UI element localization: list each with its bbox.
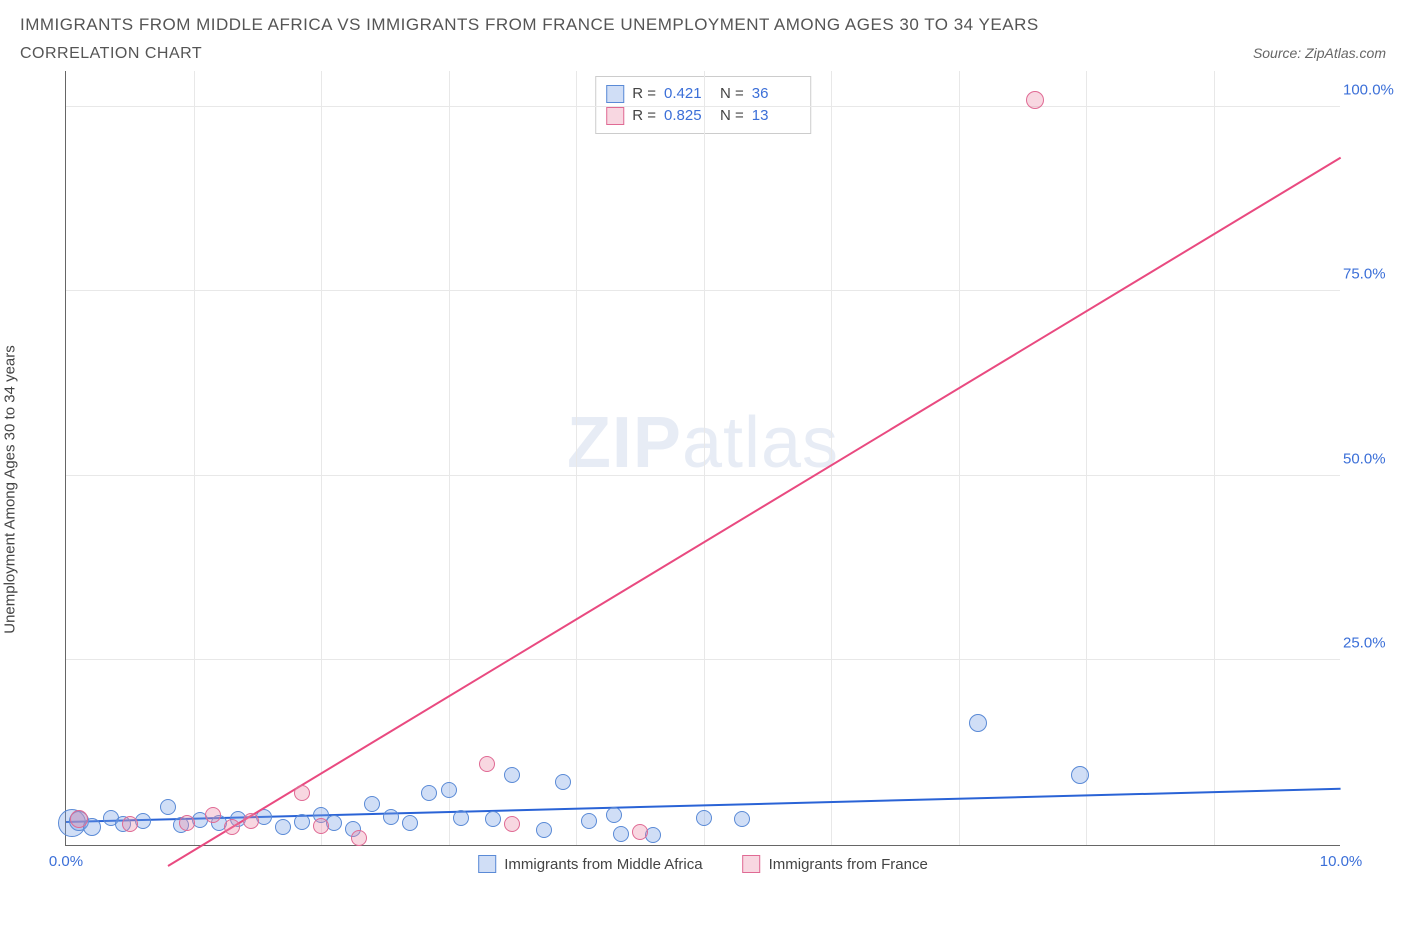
scatter-point [969, 714, 987, 732]
subtitle-row: CORRELATION CHART Source: ZipAtlas.com [20, 45, 1386, 63]
y-tick-label: 100.0% [1343, 81, 1398, 98]
legend-swatch [743, 855, 761, 873]
scatter-point [179, 815, 195, 831]
scatter-point [536, 822, 552, 838]
gridline-v [321, 71, 322, 845]
scatter-point [1071, 766, 1089, 784]
correlation-chart: Unemployment Among Ages 30 to 34 years Z… [20, 71, 1386, 891]
legend-label: Immigrants from France [769, 856, 928, 873]
scatter-point [160, 799, 176, 815]
plot-area: ZIPatlas R =0.421N =36R =0.825N =13 Immi… [65, 71, 1340, 846]
legend-item: Immigrants from Middle Africa [478, 855, 702, 873]
gridline-v [704, 71, 705, 845]
scatter-point [441, 782, 457, 798]
chart-title: IMMIGRANTS FROM MIDDLE AFRICA VS IMMIGRA… [20, 15, 1386, 35]
gridline-v [576, 71, 577, 845]
n-value: 36 [752, 83, 800, 105]
scatter-point [485, 811, 501, 827]
x-tick-label: 0.0% [49, 853, 83, 870]
scatter-point [632, 824, 648, 840]
scatter-point [696, 810, 712, 826]
gridline-v [1086, 71, 1087, 845]
gridline-v [194, 71, 195, 845]
trend-line [167, 157, 1341, 867]
gridline-v [449, 71, 450, 845]
scatter-point [504, 816, 520, 832]
legend-label: Immigrants from Middle Africa [504, 856, 702, 873]
legend-swatch [478, 855, 496, 873]
scatter-point [581, 813, 597, 829]
scatter-point [383, 809, 399, 825]
r-value: 0.421 [664, 83, 712, 105]
scatter-point [275, 819, 291, 835]
scatter-point [224, 819, 240, 835]
n-label: N = [720, 105, 744, 127]
chart-subtitle: CORRELATION CHART [20, 45, 202, 63]
n-label: N = [720, 83, 744, 105]
scatter-point [613, 826, 629, 842]
source-credit: Source: ZipAtlas.com [1253, 45, 1386, 61]
scatter-point [734, 811, 750, 827]
scatter-point [606, 807, 622, 823]
scatter-point [504, 767, 520, 783]
gridline-v [959, 71, 960, 845]
scatter-point [364, 796, 380, 812]
scatter-point [122, 816, 138, 832]
scatter-point [313, 818, 329, 834]
y-tick-label: 50.0% [1343, 450, 1398, 467]
gridline-v [831, 71, 832, 845]
scatter-point [243, 813, 259, 829]
scatter-point [479, 756, 495, 772]
r-label: R = [632, 83, 656, 105]
scatter-point [555, 774, 571, 790]
scatter-point [402, 815, 418, 831]
scatter-point [351, 830, 367, 846]
scatter-point [1026, 91, 1044, 109]
scatter-point [294, 814, 310, 830]
r-value: 0.825 [664, 105, 712, 127]
scatter-point [453, 810, 469, 826]
r-label: R = [632, 105, 656, 127]
scatter-point [205, 807, 221, 823]
scatter-point [70, 810, 88, 828]
x-tick-label: 10.0% [1320, 853, 1363, 870]
scatter-point [294, 785, 310, 801]
legend-swatch [606, 107, 624, 125]
scatter-point [421, 785, 437, 801]
y-tick-label: 25.0% [1343, 635, 1398, 652]
legend-swatch [606, 85, 624, 103]
n-value: 13 [752, 105, 800, 127]
legend-item: Immigrants from France [743, 855, 928, 873]
y-tick-label: 75.0% [1343, 266, 1398, 283]
y-axis-label: Unemployment Among Ages 30 to 34 years [2, 345, 19, 634]
series-legend: Immigrants from Middle Africa Immigrants … [478, 855, 928, 873]
gridline-v [1214, 71, 1215, 845]
